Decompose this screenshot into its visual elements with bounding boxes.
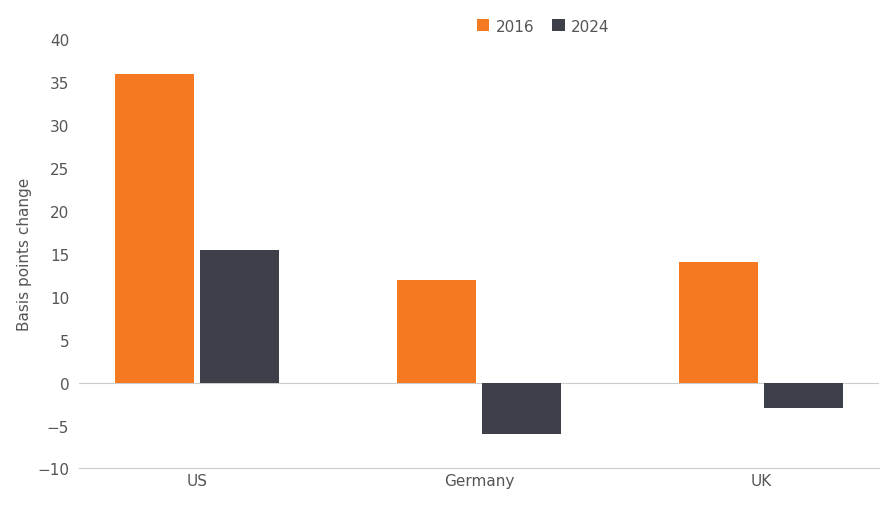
Bar — [200, 250, 279, 383]
Legend: 2016, 2024: 2016, 2024 — [471, 14, 616, 40]
Y-axis label: Basis points change: Basis points change — [17, 178, 31, 331]
Bar — [397, 280, 477, 383]
Bar — [764, 383, 843, 409]
Bar — [482, 383, 561, 434]
Bar — [679, 263, 758, 383]
Bar — [116, 74, 194, 383]
